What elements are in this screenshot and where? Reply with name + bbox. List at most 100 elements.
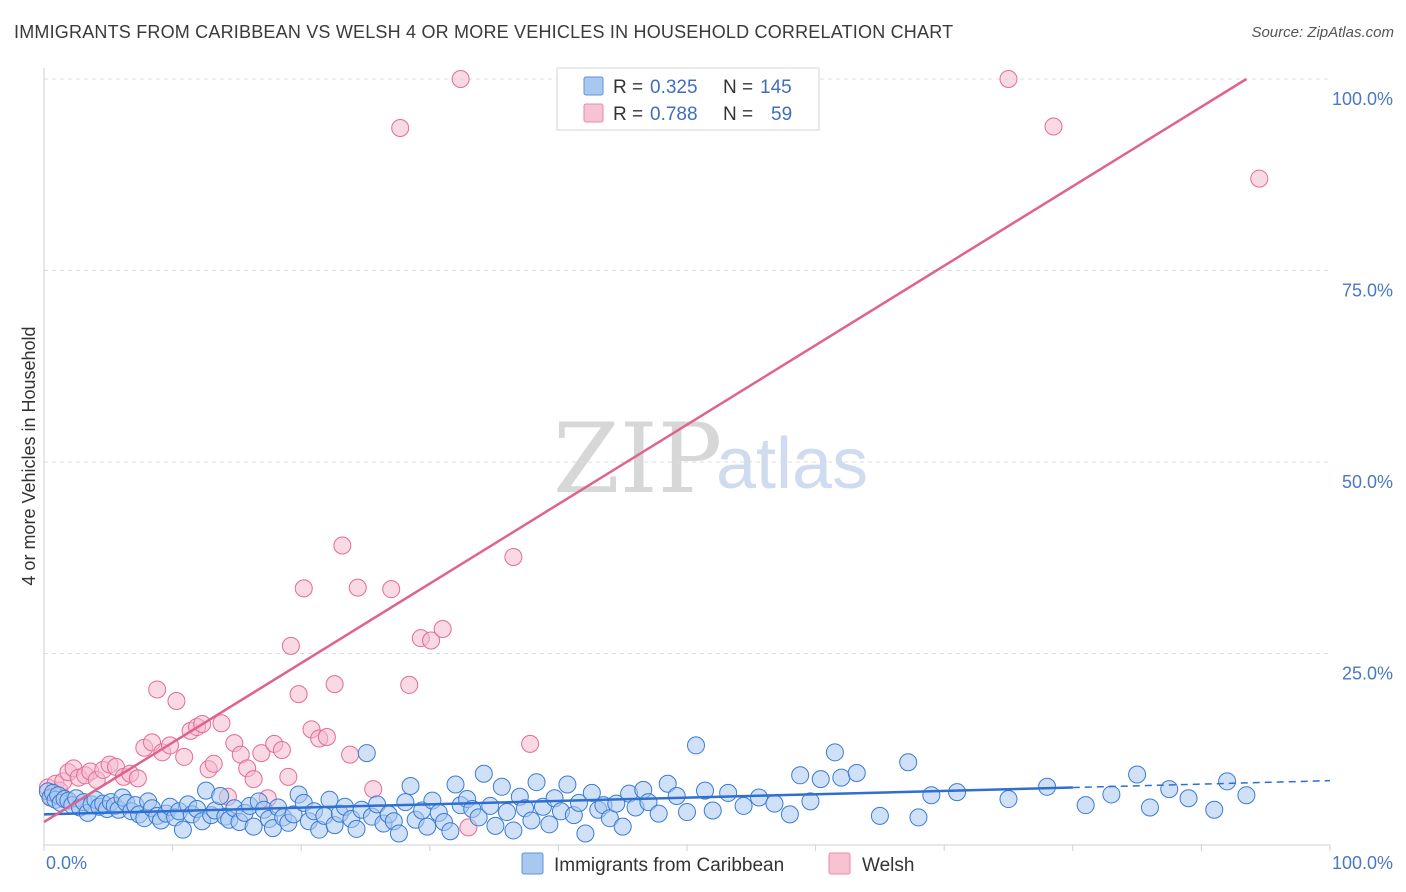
caribbean-point-72 [357, 744, 376, 763]
welsh-point-28 [204, 754, 223, 773]
bottom-legend-swatch-caribbean [521, 852, 544, 875]
legend-n-label-1: N = [723, 77, 753, 98]
caribbean-point-150 [1160, 780, 1179, 799]
chart-source: Source: ZipAtlas.com [1251, 24, 1394, 41]
axes [43, 68, 1331, 851]
caribbean-point-145 [1038, 777, 1057, 796]
x-tick-label-1: 100.0% [1332, 853, 1393, 873]
caribbean-point-93 [474, 764, 493, 783]
y-tick-label-3: 100.0% [1332, 89, 1393, 109]
caribbean-points [38, 736, 1256, 843]
trend-line-welsh [43, 77, 1248, 824]
caribbean-point-70 [347, 819, 366, 838]
caribbean-point-147 [1102, 785, 1121, 804]
caribbean-point-80 [401, 777, 420, 796]
caribbean-point-134 [801, 792, 820, 811]
tick-labels: 25.0% 50.0% 75.0% 100.0% 0.0% 100.0% [46, 89, 1393, 873]
caribbean-point-131 [765, 794, 784, 813]
caribbean-point-83 [418, 817, 437, 836]
caribbean-point-151 [1179, 789, 1198, 808]
y-tick-label-2: 75.0% [1342, 281, 1393, 301]
caribbean-point-146 [1076, 796, 1095, 815]
caribbean-point-101 [522, 811, 541, 830]
caribbean-point-140 [899, 753, 918, 772]
caribbean-point-129 [734, 796, 753, 815]
caribbean-point-79 [396, 793, 415, 812]
trend-lines [43, 77, 1331, 824]
x-tick-label-0: 0.0% [46, 853, 87, 873]
legend-n-label-2: N = [723, 104, 753, 125]
caribbean-point-137 [832, 768, 851, 787]
welsh-point-61 [999, 70, 1018, 88]
caribbean-point-110 [576, 824, 595, 843]
caribbean-point-78 [389, 824, 408, 843]
caribbean-point-98 [504, 821, 523, 840]
legend-box: R = 0.325 N = 145 R = 0.788 N = 59 [556, 67, 820, 131]
caribbean-point-142 [922, 786, 941, 805]
legend-r-label-2: R = [613, 104, 643, 125]
welsh-point-42 [294, 579, 313, 598]
caribbean-point-136 [825, 743, 844, 762]
y-tick-label-1: 50.0% [1342, 472, 1393, 492]
caribbean-point-43 [211, 786, 230, 805]
welsh-point-29 [212, 714, 231, 733]
caribbean-point-130 [750, 788, 769, 807]
caribbean-point-122 [658, 774, 677, 793]
grid [44, 78, 1330, 654]
welsh-point-39 [279, 767, 298, 786]
caribbean-point-111 [582, 783, 601, 802]
legend-swatch-welsh [583, 103, 604, 123]
caribbean-point-35 [173, 820, 192, 839]
caribbean-point-50 [244, 817, 263, 836]
bottom-legend-label-caribbean: Immigrants from Caribbean [554, 855, 784, 876]
caribbean-point-138 [847, 763, 866, 782]
caribbean-point-92 [469, 808, 488, 827]
welsh-point-47 [333, 536, 352, 555]
welsh-point-52 [400, 675, 419, 694]
caribbean-point-141 [909, 808, 928, 827]
welsh-point-38 [272, 741, 291, 760]
welsh-point-45 [317, 727, 336, 746]
caribbean-point-97 [497, 803, 516, 822]
caribbean-point-58 [284, 805, 303, 824]
welsh-point-55 [433, 619, 452, 638]
caribbean-point-65 [320, 790, 339, 809]
caribbean-point-128 [719, 783, 738, 802]
caribbean-point-123 [667, 786, 686, 805]
welsh-point-16 [128, 769, 147, 788]
bottom-legend: Immigrants from Caribbean Welsh [521, 852, 914, 876]
caribbean-point-94 [481, 796, 500, 815]
legend-r-value-2: 0.788 [650, 104, 698, 125]
y-tick-label-0: 25.0% [1342, 664, 1393, 684]
welsh-point-48 [341, 745, 360, 764]
trend-line-caribbean-extension [1072, 779, 1331, 789]
welsh-point-23 [175, 747, 194, 766]
caribbean-point-116 [613, 817, 632, 836]
welsh-point-62 [1044, 117, 1063, 136]
welsh-point-35 [252, 744, 271, 763]
welsh-point-41 [289, 685, 308, 704]
caribbean-point-132 [780, 805, 799, 824]
legend-n-value-1: 145 [760, 77, 792, 98]
chart-title: IMMIGRANTS FROM CARIBBEAN VS WELSH 4 OR … [14, 22, 954, 42]
caribbean-point-153 [1218, 772, 1237, 791]
caribbean-point-125 [687, 736, 706, 755]
caribbean-point-124 [678, 803, 696, 822]
caribbean-point-96 [492, 777, 511, 796]
caribbean-point-107 [558, 775, 577, 794]
legend-n-value-2: 59 [771, 104, 792, 125]
caribbean-point-109 [569, 793, 588, 812]
welsh-point-50 [364, 780, 383, 799]
caribbean-point-126 [696, 781, 715, 800]
welsh-point-59 [391, 119, 410, 138]
trend-line-caribbean [43, 786, 1073, 816]
welsh-point-63 [1250, 169, 1269, 188]
legend-swatch-caribbean [583, 76, 604, 96]
watermark-atlas: atlas [716, 424, 868, 504]
caribbean-point-88 [446, 775, 465, 794]
caribbean-point-144 [999, 790, 1018, 809]
caribbean-point-127 [703, 801, 722, 820]
watermark: ZIP atlas [553, 403, 868, 515]
caribbean-point-143 [948, 783, 967, 802]
